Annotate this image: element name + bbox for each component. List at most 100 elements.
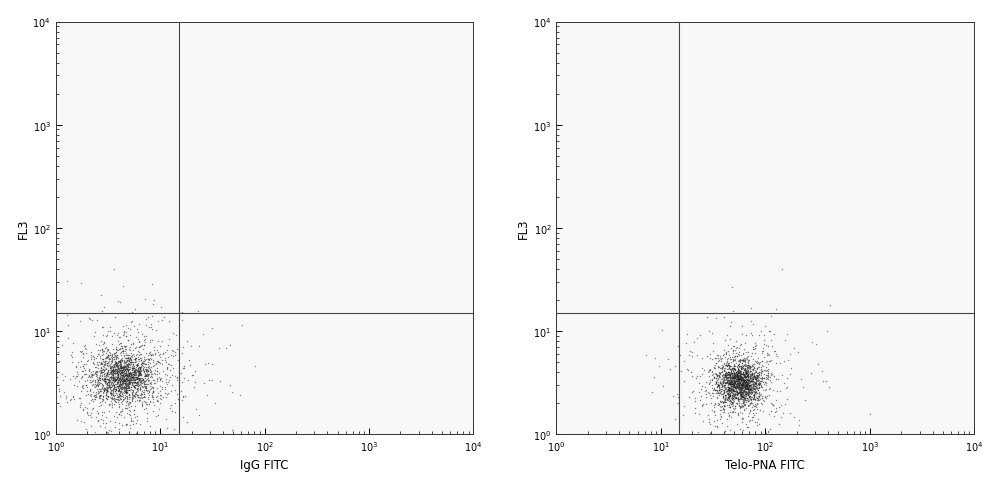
Point: [707, 422, 723, 430]
Point: [736, 393, 752, 401]
Point: [127, 369, 143, 377]
Point: [112, 391, 128, 399]
Point: [94, 374, 110, 382]
Point: [753, 369, 769, 377]
Point: [110, 371, 126, 379]
Point: [119, 394, 135, 402]
Point: [101, 357, 117, 365]
Point: [740, 377, 756, 385]
Point: [130, 328, 146, 336]
Point: [132, 385, 148, 392]
Point: [116, 386, 132, 394]
Point: [107, 376, 123, 384]
Point: [94, 347, 110, 355]
Point: [755, 407, 771, 415]
Point: [705, 392, 721, 400]
Point: [735, 381, 751, 389]
Point: [99, 388, 115, 396]
Point: [99, 371, 115, 379]
Point: [89, 378, 105, 386]
Point: [111, 333, 127, 341]
Point: [720, 386, 736, 394]
Point: [81, 399, 97, 407]
Point: [93, 380, 109, 387]
Point: [754, 383, 770, 391]
Point: [110, 378, 126, 386]
Point: [756, 340, 772, 348]
Point: [715, 392, 731, 400]
Point: [115, 393, 131, 401]
Point: [733, 375, 749, 383]
Point: [718, 371, 734, 379]
Point: [138, 361, 154, 368]
Point: [98, 395, 114, 403]
Point: [165, 330, 181, 338]
Point: [113, 384, 129, 391]
Point: [764, 401, 780, 408]
Point: [99, 352, 115, 360]
Point: [681, 394, 697, 402]
Point: [106, 362, 122, 370]
Point: [735, 392, 751, 400]
Point: [739, 380, 755, 388]
Point: [728, 380, 744, 387]
Point: [102, 363, 118, 371]
Point: [744, 370, 760, 378]
Point: [726, 383, 742, 390]
Point: [131, 377, 147, 385]
Point: [126, 355, 142, 363]
Point: [120, 386, 136, 394]
Point: [113, 366, 129, 374]
Point: [707, 386, 723, 394]
Point: [747, 383, 763, 390]
Point: [73, 387, 89, 395]
Point: [111, 385, 127, 393]
Point: [722, 365, 738, 373]
Point: [125, 376, 141, 384]
Point: [747, 380, 763, 387]
Point: [112, 374, 128, 382]
Point: [112, 382, 128, 390]
Point: [110, 360, 126, 367]
Point: [113, 384, 129, 392]
Point: [734, 374, 750, 382]
Point: [751, 361, 767, 368]
Point: [104, 357, 120, 365]
Point: [716, 402, 732, 410]
Point: [89, 352, 105, 360]
Point: [132, 385, 148, 393]
Point: [138, 315, 154, 323]
Point: [701, 416, 717, 424]
Point: [759, 357, 775, 365]
Point: [116, 413, 132, 421]
Point: [741, 396, 757, 404]
Point: [735, 378, 751, 386]
Point: [759, 366, 775, 374]
Point: [121, 383, 137, 391]
Point: [727, 366, 743, 374]
Point: [128, 374, 144, 382]
Point: [741, 363, 757, 370]
Point: [119, 356, 135, 364]
Point: [128, 369, 144, 377]
Point: [743, 395, 759, 403]
Point: [127, 378, 143, 386]
Point: [755, 374, 771, 382]
Point: [115, 377, 131, 385]
Point: [127, 373, 143, 381]
Point: [121, 403, 137, 411]
Point: [169, 373, 185, 381]
Point: [158, 376, 174, 384]
Point: [125, 376, 141, 384]
Point: [726, 363, 742, 370]
Point: [108, 352, 124, 360]
Point: [142, 338, 158, 346]
Point: [715, 351, 731, 359]
Point: [112, 395, 128, 403]
Point: [749, 369, 765, 377]
Point: [82, 376, 98, 384]
Point: [676, 357, 692, 365]
Point: [746, 374, 762, 382]
Point: [735, 402, 751, 410]
Point: [84, 373, 100, 381]
